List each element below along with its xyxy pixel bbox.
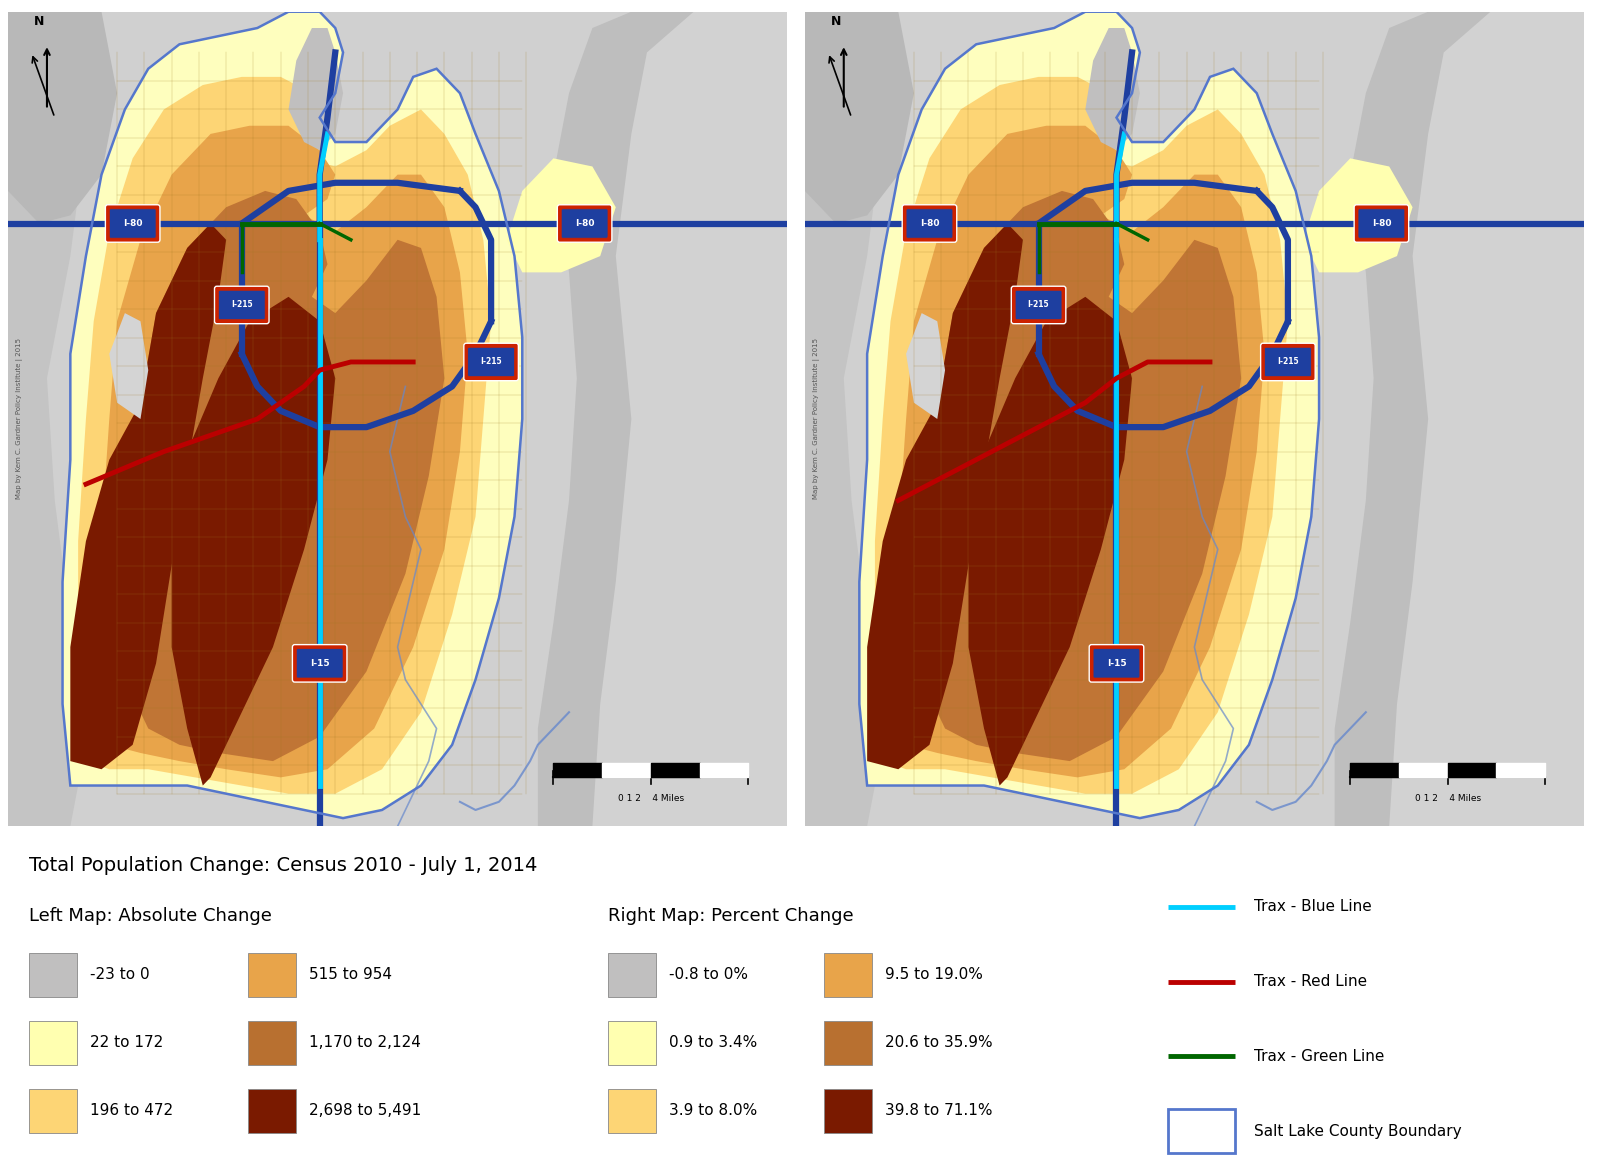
Text: 9.5 to 19.0%: 9.5 to 19.0% bbox=[885, 967, 982, 982]
Text: 22 to 172: 22 to 172 bbox=[90, 1035, 163, 1050]
FancyBboxPatch shape bbox=[1261, 343, 1315, 381]
Text: N: N bbox=[830, 15, 842, 28]
Text: Left Map: Absolute Change: Left Map: Absolute Change bbox=[29, 907, 272, 925]
Polygon shape bbox=[1334, 12, 1584, 826]
FancyBboxPatch shape bbox=[1354, 205, 1408, 243]
Bar bbox=[608, 953, 656, 997]
Polygon shape bbox=[101, 125, 467, 777]
Text: Trax - Blue Line: Trax - Blue Line bbox=[1254, 899, 1373, 914]
FancyBboxPatch shape bbox=[557, 205, 611, 243]
Text: I-215: I-215 bbox=[480, 357, 502, 367]
Text: 0 1 2    4 Miles: 0 1 2 4 Miles bbox=[1414, 793, 1480, 803]
Bar bbox=[1168, 1109, 1235, 1153]
Text: I-215: I-215 bbox=[1027, 300, 1050, 309]
FancyBboxPatch shape bbox=[464, 343, 518, 381]
Polygon shape bbox=[867, 224, 1022, 769]
FancyBboxPatch shape bbox=[1264, 347, 1312, 376]
Polygon shape bbox=[1304, 158, 1413, 272]
Polygon shape bbox=[930, 191, 1242, 761]
Polygon shape bbox=[507, 158, 616, 272]
Bar bbox=[608, 1089, 656, 1133]
Polygon shape bbox=[859, 12, 1318, 818]
Polygon shape bbox=[70, 224, 226, 769]
Polygon shape bbox=[133, 191, 445, 761]
FancyBboxPatch shape bbox=[214, 286, 269, 323]
Text: 0.9 to 3.4%: 0.9 to 3.4% bbox=[669, 1035, 757, 1050]
FancyBboxPatch shape bbox=[106, 205, 160, 243]
Text: Trax - Red Line: Trax - Red Line bbox=[1254, 974, 1368, 989]
FancyBboxPatch shape bbox=[1093, 648, 1139, 679]
Polygon shape bbox=[805, 12, 914, 224]
Polygon shape bbox=[898, 125, 1264, 777]
FancyBboxPatch shape bbox=[218, 291, 266, 320]
Polygon shape bbox=[8, 12, 117, 224]
Text: 3.9 to 8.0%: 3.9 to 8.0% bbox=[669, 1103, 757, 1118]
Text: 39.8 to 71.1%: 39.8 to 71.1% bbox=[885, 1103, 992, 1118]
Polygon shape bbox=[8, 12, 86, 826]
Text: I-80: I-80 bbox=[920, 219, 939, 229]
FancyBboxPatch shape bbox=[109, 209, 157, 238]
Text: Total Population Change: Census 2010 - July 1, 2014: Total Population Change: Census 2010 - J… bbox=[29, 856, 538, 875]
FancyBboxPatch shape bbox=[1011, 286, 1066, 323]
Bar bbox=[29, 1089, 77, 1133]
Polygon shape bbox=[805, 12, 883, 826]
Text: 0 1 2    4 Miles: 0 1 2 4 Miles bbox=[618, 793, 683, 803]
FancyBboxPatch shape bbox=[1090, 645, 1144, 682]
FancyBboxPatch shape bbox=[293, 645, 347, 682]
Text: 2,698 to 5,491: 2,698 to 5,491 bbox=[309, 1103, 421, 1118]
Text: -23 to 0: -23 to 0 bbox=[90, 967, 149, 982]
Text: Right Map: Percent Change: Right Map: Percent Change bbox=[608, 907, 854, 925]
Polygon shape bbox=[171, 297, 336, 785]
Text: Salt Lake County Boundary: Salt Lake County Boundary bbox=[1254, 1124, 1462, 1139]
Polygon shape bbox=[78, 77, 491, 793]
FancyBboxPatch shape bbox=[906, 209, 954, 238]
Text: I-80: I-80 bbox=[123, 219, 142, 229]
Bar bbox=[824, 1089, 872, 1133]
Text: 1,170 to 2,124: 1,170 to 2,124 bbox=[309, 1035, 421, 1050]
Bar bbox=[248, 1089, 296, 1133]
Text: I-15: I-15 bbox=[310, 659, 330, 668]
FancyBboxPatch shape bbox=[902, 205, 957, 243]
Text: I-80: I-80 bbox=[574, 219, 594, 229]
Polygon shape bbox=[288, 28, 342, 150]
Text: I-215: I-215 bbox=[1277, 357, 1299, 367]
Polygon shape bbox=[62, 12, 522, 818]
Text: I-215: I-215 bbox=[230, 300, 253, 309]
Text: Trax - Green Line: Trax - Green Line bbox=[1254, 1049, 1384, 1064]
Text: 196 to 472: 196 to 472 bbox=[90, 1103, 173, 1118]
Text: N: N bbox=[34, 15, 45, 28]
FancyBboxPatch shape bbox=[1358, 209, 1405, 238]
FancyBboxPatch shape bbox=[562, 209, 608, 238]
Text: Map by Kem C. Gardner Policy Institute | 2015: Map by Kem C. Gardner Policy Institute |… bbox=[16, 339, 22, 499]
Polygon shape bbox=[109, 313, 149, 420]
FancyBboxPatch shape bbox=[1014, 291, 1062, 320]
Bar bbox=[608, 1021, 656, 1065]
FancyBboxPatch shape bbox=[467, 347, 515, 376]
Polygon shape bbox=[592, 12, 787, 826]
Polygon shape bbox=[1085, 28, 1139, 150]
Bar bbox=[248, 953, 296, 997]
Polygon shape bbox=[875, 77, 1288, 793]
Text: -0.8 to 0%: -0.8 to 0% bbox=[669, 967, 747, 982]
Text: Map by Kem C. Gardner Policy Institute | 2015: Map by Kem C. Gardner Policy Institute |… bbox=[813, 339, 819, 499]
Bar bbox=[29, 953, 77, 997]
Text: I-15: I-15 bbox=[1107, 659, 1126, 668]
Polygon shape bbox=[538, 12, 787, 826]
Bar bbox=[824, 953, 872, 997]
Text: 515 to 954: 515 to 954 bbox=[309, 967, 392, 982]
Polygon shape bbox=[906, 313, 946, 420]
Bar bbox=[29, 1021, 77, 1065]
Polygon shape bbox=[1389, 12, 1584, 826]
Text: I-80: I-80 bbox=[1371, 219, 1390, 229]
Bar bbox=[248, 1021, 296, 1065]
Text: 20.6 to 35.9%: 20.6 to 35.9% bbox=[885, 1035, 992, 1050]
FancyBboxPatch shape bbox=[296, 648, 342, 679]
Polygon shape bbox=[968, 297, 1133, 785]
Bar bbox=[824, 1021, 872, 1065]
